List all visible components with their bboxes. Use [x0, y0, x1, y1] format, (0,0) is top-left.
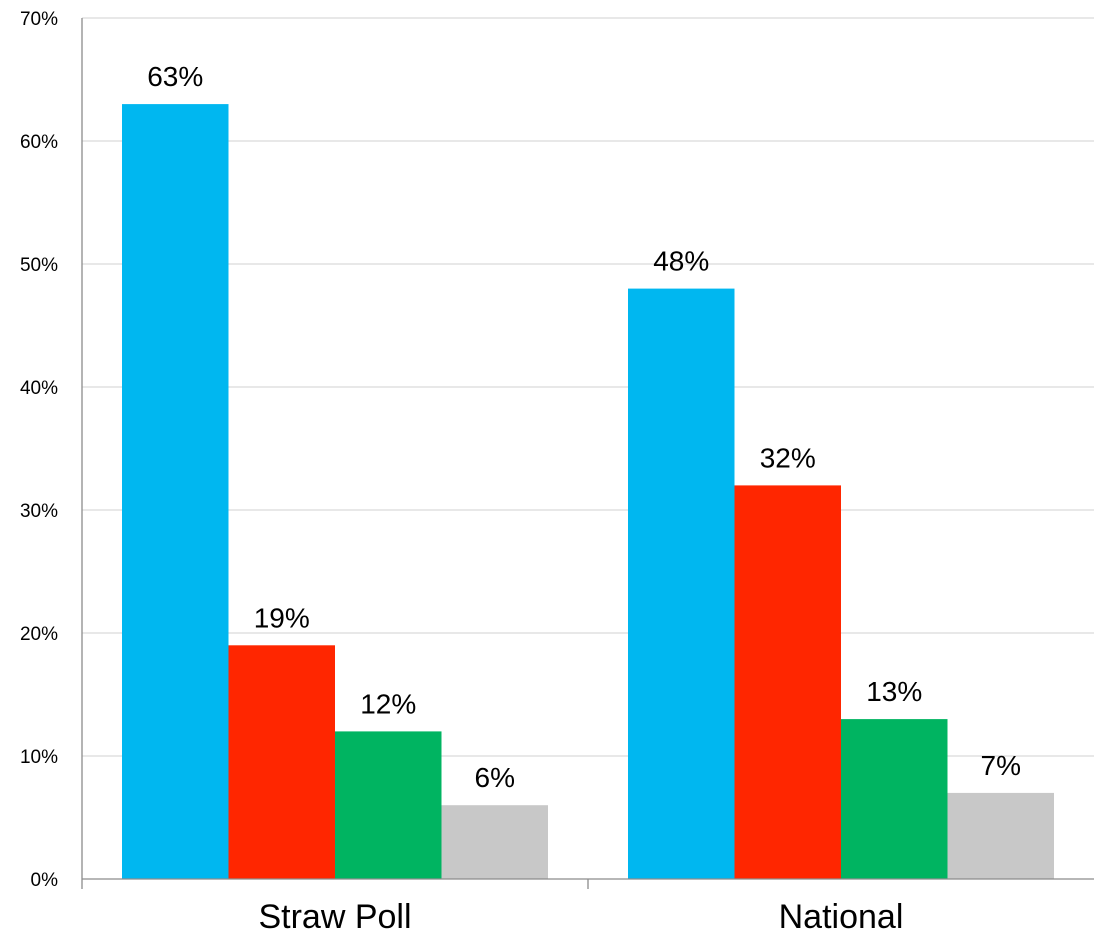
bars: [122, 104, 1054, 880]
y-tick-label: 40%: [20, 378, 58, 399]
bar: [841, 719, 948, 879]
y-tick-label: 20%: [20, 624, 58, 645]
data-label: 13%: [866, 676, 922, 707]
bar: [441, 805, 548, 879]
axes: [81, 18, 1094, 889]
data-label: 32%: [760, 442, 816, 473]
data-label: 6%: [475, 762, 515, 793]
y-tick-label: 50%: [20, 255, 58, 276]
x-category-label: National: [779, 898, 904, 936]
y-tick-label: 10%: [20, 747, 58, 768]
bar: [947, 792, 1054, 879]
data-label: 7%: [981, 750, 1021, 781]
bar: [335, 731, 442, 879]
bar: [628, 288, 735, 880]
data-label: 12%: [360, 688, 416, 719]
bar: [122, 104, 229, 880]
bar: [734, 485, 841, 879]
data-label: 48%: [653, 246, 709, 277]
data-label: 63%: [147, 61, 203, 92]
data-label: 19%: [254, 602, 310, 633]
bar: [228, 645, 335, 879]
y-tick-label: 30%: [20, 501, 58, 522]
x-category-label: Straw Poll: [258, 898, 411, 936]
y-tick-label: 70%: [20, 9, 58, 30]
gridlines: [82, 17, 1094, 757]
y-tick-label: 60%: [20, 132, 58, 153]
y-tick-label: 0%: [31, 870, 59, 891]
labels: 0% 10% 20% 30% 40% 50% 60% 70% 63% 19% 12% 6% Straw …: [20, 9, 1021, 936]
